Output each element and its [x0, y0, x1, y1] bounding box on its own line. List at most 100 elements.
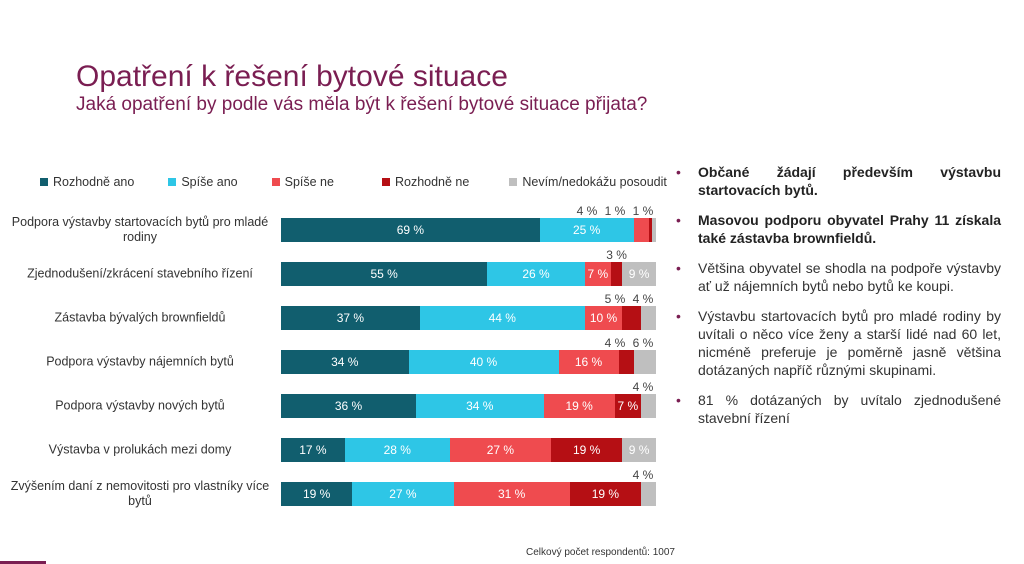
bar-segment	[622, 306, 641, 330]
legend-label: Rozhodně ne	[394, 175, 470, 189]
legend-swatch	[40, 178, 48, 186]
bullet-list: • Občané žádají především výstavbu starto…	[676, 163, 1001, 439]
legend-label: Nevím/nedokážu posoudit	[522, 175, 667, 189]
bar-segment: 55 %	[281, 262, 488, 286]
bar-segment: 28 %	[344, 438, 450, 462]
bullet-text: Výstavbu startovacích bytů pro mladé rod…	[698, 308, 1001, 378]
small-segment-label: 1 %	[604, 204, 626, 218]
bar-segment: 16 %	[558, 350, 619, 374]
legend-label: Spíše ano	[181, 175, 238, 189]
legend-swatch	[168, 178, 177, 186]
bar-row: Zvýšením daní z nemovitosti pro vlastník…	[0, 469, 670, 514]
bullet-icon: •	[676, 212, 681, 228]
category-label: Zjednodušení/zkrácení stavebního řízení	[27, 266, 253, 281]
small-segment-label: 1 %	[632, 204, 654, 218]
stacked-bar: 17 % 28 % 27 % 19 % 9 %	[281, 438, 656, 462]
bar-segment: 37 %	[281, 306, 420, 330]
legend-swatch	[271, 178, 280, 186]
bar-segment: 27 %	[352, 482, 454, 506]
bar-segment: 31 %	[453, 482, 570, 506]
legend-item: Spíše ne	[271, 175, 334, 189]
small-segment-label: 5 %	[604, 292, 626, 306]
small-segment-label: 6 %	[632, 336, 654, 350]
bar-segment: 27 %	[449, 438, 551, 462]
bar-segment: 25 %	[539, 218, 634, 242]
bar-row: Výstavba v prolukách mezi domy 17 % 28 % 27…	[0, 430, 670, 470]
bar-segment	[633, 350, 656, 374]
stacked-bar: 37 % 44 % 10 %	[281, 306, 656, 330]
bar-segment: 19 %	[281, 482, 353, 506]
bar-segment: 19 %	[569, 482, 641, 506]
bar-row: Zjednodušení/zkrácení stavebního řízení 5…	[0, 249, 670, 294]
category-label: Zvýšením daní z nemovitosti pro vlastník…	[10, 479, 270, 508]
category-label: Podpora výstavby nájemních bytů	[46, 354, 234, 369]
bar-segment: 34 %	[416, 394, 544, 418]
category-label: Podpora výstavby startovacích bytů pro m…	[11, 215, 269, 244]
bar-segment	[641, 306, 656, 330]
respondent-count: Celkový počet respondentů: 1007	[526, 547, 675, 558]
bullet-item: • Většina obyvatel se shodla na podpoře v…	[676, 259, 1001, 295]
bar-row: Podpora výstavby startovacích bytů pro m…	[0, 205, 670, 250]
bar-segment: 40 %	[408, 350, 559, 374]
bullet-text: Většina obyvatel se shodla na podpoře vý…	[698, 260, 1001, 294]
legend-swatch	[381, 178, 390, 186]
small-segment-label: 4 %	[604, 336, 626, 350]
bar-segment: 26 %	[487, 262, 585, 286]
bullet-text: Občané žádají především výstavbu startov…	[698, 164, 1001, 198]
legend-label: Spíše ne	[284, 175, 334, 189]
accent-bar	[0, 561, 46, 564]
bullet-icon: •	[676, 164, 681, 180]
bar-segment: 44 %	[419, 306, 585, 330]
bar-segment: 34 %	[281, 350, 409, 374]
stacked-bar: 69 % 25 %	[281, 218, 656, 242]
bullet-item: • Občané žádají především výstavbu starto…	[676, 163, 1001, 199]
slide-subtitle: Jaká opatření by podle vás měla být k ře…	[76, 94, 648, 115]
bar-segment	[641, 482, 656, 506]
bullet-icon: •	[676, 392, 681, 408]
bar-segment	[641, 394, 656, 418]
bar-segment	[652, 218, 656, 242]
bullet-item: • Masovou podporu obyvatel Prahy 11 získa…	[676, 211, 1001, 247]
legend-item: Rozhodně ano	[40, 175, 134, 189]
chart-legend: Rozhodně ano Spíše ano Spíše ne Rozhodně ne…	[40, 175, 667, 189]
bullet-text: Masovou podporu obyvatel Prahy 11 získal…	[698, 212, 1001, 246]
bar-row: Podpora výstavby nových bytů 36 % 34 % 19 %…	[0, 381, 670, 426]
bar-segment: 19 %	[543, 394, 615, 418]
small-segment-label: 4 %	[576, 204, 598, 218]
bullet-item: • 81 % dotázaných by uvítalo zjednodušené…	[676, 391, 1001, 427]
bar-segment: 10 %	[584, 306, 623, 330]
bullet-icon: •	[676, 260, 681, 276]
category-label: Výstavba v prolukách mezi domy	[48, 442, 232, 457]
bar-segment	[618, 350, 634, 374]
bar-segment: 9 %	[622, 262, 656, 286]
legend-swatch	[509, 178, 518, 186]
bar-segment: 69 %	[281, 218, 540, 242]
stacked-bar: 55 % 26 % 7 % 9 %	[281, 262, 656, 286]
bar-segment: 7 %	[614, 394, 641, 418]
small-segment-label: 3 %	[606, 248, 627, 262]
small-segment-label: 4 %	[632, 380, 654, 394]
stacked-bar: 19 % 27 % 31 % 19 %	[281, 482, 656, 506]
stacked-bar: 34 % 40 % 16 %	[281, 350, 656, 374]
category-label: Zástavba bývalých brownfieldů	[54, 310, 226, 325]
legend-item: Spíše ano	[168, 175, 238, 189]
bar-segment: 9 %	[622, 438, 656, 462]
legend-item: Nevím/nedokážu posoudit	[509, 175, 667, 189]
bar-segment: 17 %	[281, 438, 345, 462]
bar-segment: 7 %	[584, 262, 611, 286]
small-segment-label: 4 %	[632, 468, 654, 482]
bar-segment: 36 %	[281, 394, 416, 418]
bullet-item: • Výstavbu startovacích bytů pro mladé ro…	[676, 307, 1001, 379]
stacked-bar: 36 % 34 % 19 % 7 %	[281, 394, 656, 418]
category-label: Podpora výstavby nových bytů	[55, 398, 225, 413]
bar-segment: 19 %	[551, 438, 623, 462]
legend-item: Rozhodně ne	[381, 175, 470, 189]
bar-segment	[633, 218, 649, 242]
slide-title: Opatření k řešení bytové situace	[76, 60, 508, 93]
bar-segment	[648, 218, 653, 242]
bar-row: Podpora výstavby nájemních bytů 34 % 40 % 1…	[0, 337, 670, 382]
bullet-text: 81 % dotázaných by uvítalo zjednodušené …	[698, 392, 1001, 426]
small-segment-label: 4 %	[632, 292, 654, 306]
legend-label: Rozhodně ano	[53, 175, 135, 189]
bar-row: Zástavba bývalých brownfieldů 37 % 44 % 10 …	[0, 293, 670, 338]
